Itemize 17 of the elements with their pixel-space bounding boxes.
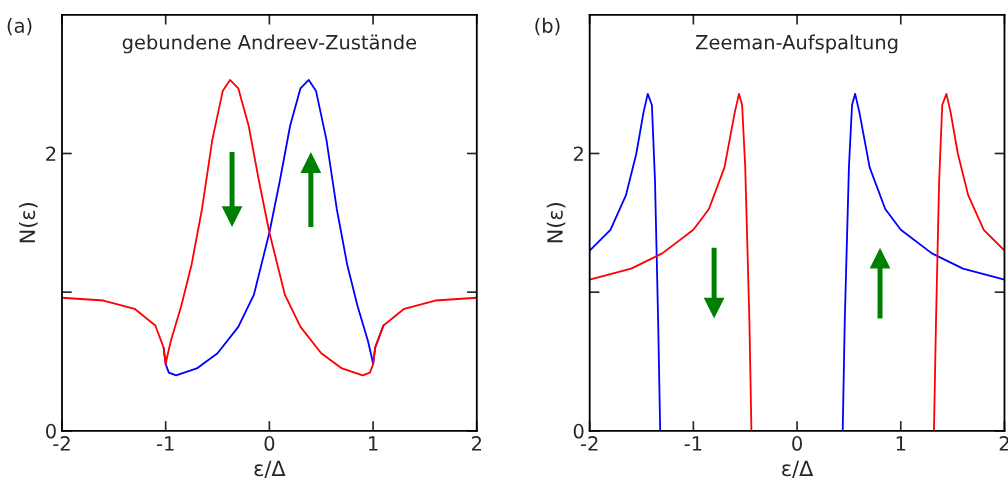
x-tick-label: 1 bbox=[896, 436, 906, 451]
x-tick-label: 2 bbox=[472, 436, 482, 451]
text: (a) bbox=[7, 17, 32, 36]
x-tick-label: 2 bbox=[999, 436, 1008, 451]
x-tick-label: -1 bbox=[684, 436, 702, 451]
x-tick-label: -1 bbox=[156, 436, 174, 451]
x-axis-title: ε/Δ bbox=[782, 460, 814, 478]
x-tick-label: 0 bbox=[792, 436, 802, 451]
y-axis-title: N(ε) bbox=[19, 203, 38, 243]
line-series bbox=[61, 79, 477, 377]
x-tick-label: 1 bbox=[369, 436, 378, 451]
x-tick-label: 0 bbox=[264, 436, 275, 451]
y-axis-title: N(ε) bbox=[546, 203, 566, 243]
text: Zeeman-Aufspaltung bbox=[696, 34, 898, 54]
x-axis-title: ε/Δ bbox=[254, 460, 286, 478]
text: gebundene Andreev-Zustände bbox=[122, 34, 417, 54]
text: (b) bbox=[535, 17, 560, 36]
